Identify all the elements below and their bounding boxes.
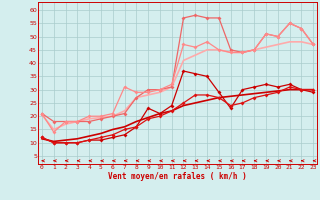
X-axis label: Vent moyen/en rafales ( km/h ): Vent moyen/en rafales ( km/h ) [108, 172, 247, 181]
